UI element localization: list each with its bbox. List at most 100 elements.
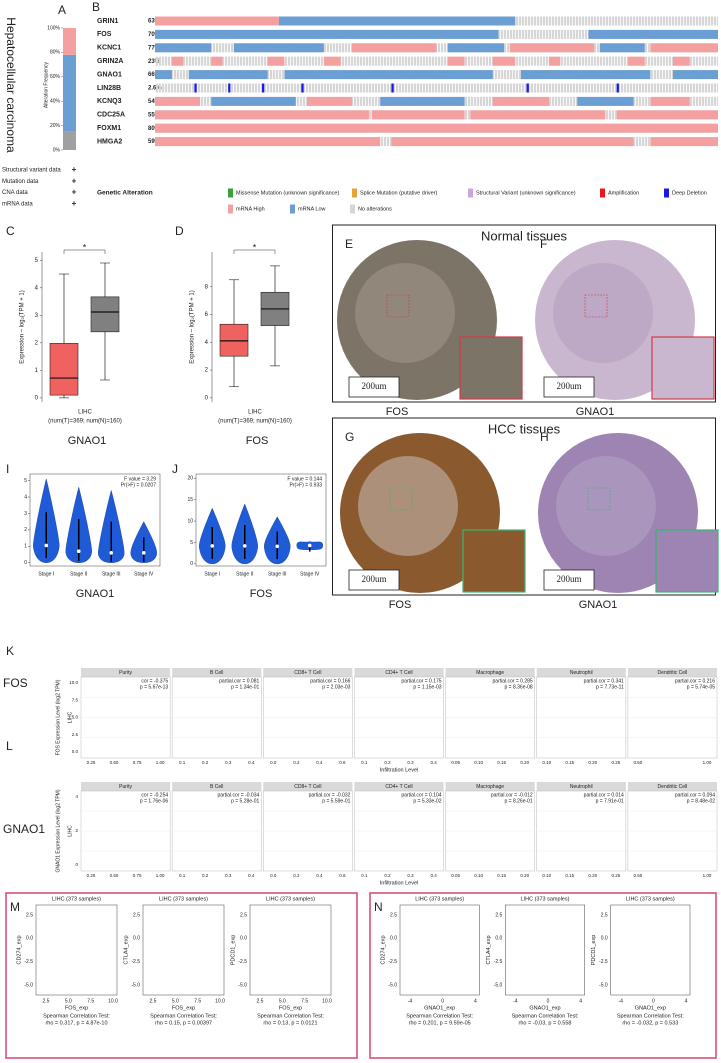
panel-label: M	[10, 900, 20, 914]
x-tick-label: 0.4	[316, 760, 323, 765]
y-tick-label: 0.0	[26, 936, 33, 942]
alteration-segment	[188, 70, 268, 80]
sample-counts: (num(T)=369; num(N)=160)	[48, 419, 122, 425]
x-tick-label: Stage I	[38, 571, 54, 577]
x-tick-label: Stage III	[268, 571, 287, 577]
facet-title: Neutrophil	[570, 670, 593, 676]
y-tick-label: 1	[24, 544, 27, 550]
track-background	[155, 56, 718, 66]
y-tick-label: 0.0	[495, 936, 502, 942]
y-tick-label: 5	[190, 540, 193, 546]
alteration-segment	[301, 83, 304, 93]
x-tick-label: 0.2	[202, 873, 209, 878]
x-tick-label: 0.3	[225, 873, 232, 878]
alteration-percent: 54%	[148, 99, 161, 105]
side-title: Hepatocellular carcinoma	[4, 17, 18, 153]
x-tick-label: -4	[618, 998, 623, 1004]
alteration-percent: 77%	[148, 45, 161, 51]
legend-label: mRNA High	[236, 206, 265, 212]
group-title: Normal tissues	[481, 228, 567, 243]
alteration-segment	[650, 137, 718, 147]
stat-text: partial.cor = 0.104	[401, 792, 441, 798]
x-tick-label: 0.15	[497, 760, 506, 765]
legend-label: Deep Deletion	[672, 190, 707, 196]
alteration-segment	[447, 56, 465, 66]
x-tick-label: 7.5	[301, 998, 308, 1004]
stat-text: partial.cor = 0.094	[675, 792, 715, 798]
y-tick-label: 1	[35, 368, 39, 374]
alteration-segment	[588, 29, 718, 39]
y-axis-label: CTLA4_exp	[123, 935, 129, 964]
y-tick-label: 10.0	[69, 680, 78, 685]
track-background	[155, 83, 718, 93]
facet-title: Macrophage	[476, 670, 504, 676]
y-tick-label: 2	[35, 340, 39, 346]
alteration-segment	[155, 29, 499, 39]
alteration-segment	[155, 70, 172, 80]
y-tick-label: 10	[187, 518, 193, 524]
track-label: Structural variant data	[2, 168, 61, 174]
stat-text: rho = 0.13, p = 0.0121	[263, 1020, 317, 1026]
gene-name: GRIN1	[97, 18, 119, 25]
alteration-segment	[650, 43, 718, 53]
x-tick-label: 0.75	[133, 760, 142, 765]
tissue-texture	[355, 263, 455, 363]
stat-text: Pr(>F) = 0.0207	[121, 482, 157, 488]
stat-text: rho = 0.201, p = 9.59e-05	[409, 1020, 471, 1026]
group-title: HCC tissues	[488, 421, 561, 436]
alteration-percent: 63%	[148, 19, 161, 25]
stat-text: p = 7.73e-11	[596, 684, 624, 690]
alteration-segment	[380, 96, 465, 106]
x-tick-label: 0.20	[520, 873, 529, 878]
x-tick-label: 7.5	[194, 998, 201, 1004]
y-tick-label: 0	[190, 561, 193, 567]
x-tick-label: 4	[474, 998, 477, 1004]
panel-label: A	[58, 3, 66, 17]
legend-swatch	[600, 188, 605, 198]
panel-label: H	[540, 430, 549, 444]
stat-text: p = 2.03e-03	[322, 684, 350, 690]
panel-label: I	[6, 462, 9, 476]
alteration-segment	[492, 96, 550, 106]
alteration-segment	[323, 56, 341, 66]
x-label: LIHC	[78, 410, 92, 416]
x-tick-label: 0.10	[542, 760, 551, 765]
track-label: mRNA data	[2, 201, 33, 207]
gene-caption: GNAO1	[68, 435, 107, 447]
x-tick-label: 0.3	[407, 760, 414, 765]
y-tick-label: 0	[205, 395, 209, 401]
alteration-segment	[627, 56, 645, 66]
x-tick-label: 0.05	[451, 760, 460, 765]
panel-label: B	[92, 0, 100, 14]
gene-caption: FOS	[250, 588, 273, 600]
y-tick-label: 20%	[50, 123, 61, 129]
test-name: Spearman Correlation Test:	[43, 1013, 110, 1019]
x-tick-label: 0.4	[316, 873, 323, 878]
gene-name: FOS	[97, 31, 112, 38]
scale-box	[348, 376, 400, 398]
tissue-texture	[358, 456, 458, 556]
y-tick-label: 100%	[47, 25, 60, 31]
median-dot	[275, 544, 280, 549]
x-tick-label: 0.50	[633, 760, 642, 765]
x-tick-label: 0.50	[110, 873, 119, 878]
facet-title: Purity	[119, 784, 132, 790]
x-tick-label: Stage II	[236, 571, 253, 577]
alteration-segment	[616, 110, 718, 120]
median-dot	[44, 543, 49, 548]
x-tick-label: 0.25	[87, 760, 96, 765]
x-tick-label: 0.25	[611, 760, 620, 765]
facet-title: CD8+ T Cell	[294, 784, 321, 790]
facet-strip	[627, 782, 717, 791]
y-tick-label: 2.5	[240, 912, 247, 918]
y-tick-label: 5	[24, 478, 27, 484]
alteration-segment	[194, 83, 197, 93]
alteration-percent: 23%	[148, 59, 161, 65]
stat-text: p = 1.34e-01	[231, 684, 259, 690]
stat-text: p = 8.48e-02	[687, 798, 715, 804]
facet-title: Dendritic Cell	[658, 784, 688, 790]
x-tick-label: 5.0	[279, 998, 286, 1004]
stat-text: partial.cor = -0.012	[491, 792, 533, 798]
inset-image	[462, 529, 526, 593]
x-tick-label: 0.4	[430, 760, 437, 765]
